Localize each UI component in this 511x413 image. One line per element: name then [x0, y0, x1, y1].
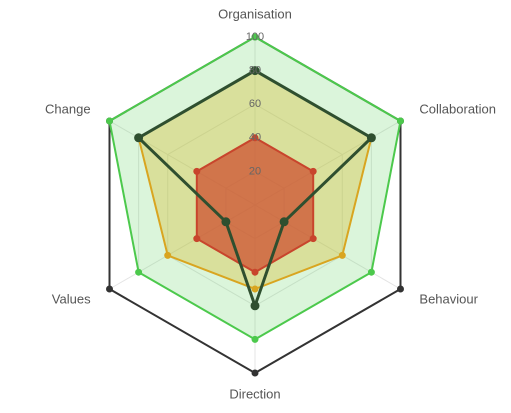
category-label: Collaboration [419, 102, 496, 117]
category-label: Behaviour [419, 291, 478, 306]
data-point [193, 235, 201, 243]
data-point [251, 335, 259, 343]
data-point [338, 251, 346, 259]
category-label: Direction [229, 386, 280, 401]
data-point [279, 217, 289, 227]
data-point [221, 217, 231, 227]
data-point [309, 167, 317, 175]
category-label: Organisation [218, 7, 292, 22]
data-point [193, 167, 201, 175]
data-point [367, 268, 375, 276]
data-point [251, 134, 259, 142]
data-point [309, 235, 317, 243]
data-point [106, 117, 114, 125]
data-point [366, 133, 376, 143]
r-tick-label: 100 [246, 31, 264, 43]
category-label: Change [45, 102, 91, 117]
data-point [164, 251, 172, 259]
data-point [134, 133, 144, 143]
r-tick-label: 80 [249, 65, 261, 77]
data-point [251, 268, 259, 276]
r-tick-label: 40 [249, 132, 261, 144]
data-point [251, 285, 259, 293]
data-point [251, 369, 259, 377]
r-tick-label: 20 [249, 165, 261, 177]
data-point [250, 66, 260, 76]
data-point [135, 268, 143, 276]
r-tick-label: 60 [249, 98, 261, 110]
data-point [251, 33, 259, 41]
data-point [396, 117, 404, 125]
category-label: Values [52, 291, 91, 306]
data-point [106, 285, 114, 293]
data-point [250, 301, 260, 311]
data-point [396, 285, 404, 293]
